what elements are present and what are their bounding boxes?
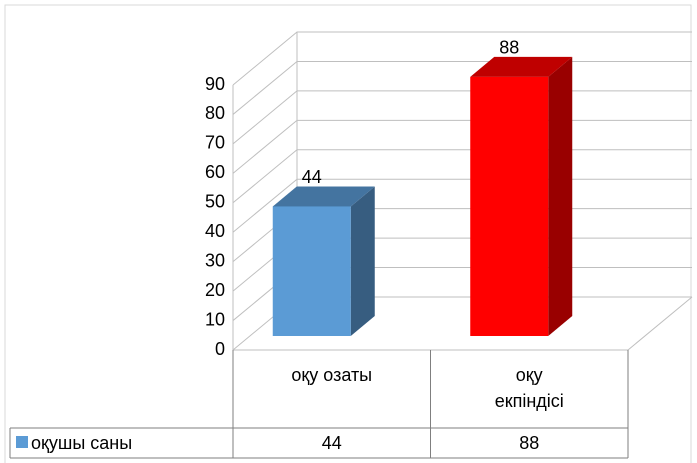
y-tick-label: 50	[205, 192, 225, 212]
y-tick-label: 0	[215, 339, 225, 359]
y-tick-label: 90	[205, 74, 225, 94]
x-tick-label: оқу екпіндісі	[494, 365, 564, 411]
legend-swatch	[16, 436, 28, 448]
bar-top	[272, 186, 375, 207]
category-cell: оқу озаты	[291, 365, 373, 385]
y-tick-label: 30	[205, 250, 225, 270]
bar	[272, 206, 351, 336]
bar	[470, 76, 549, 336]
table-value: 44	[322, 433, 342, 453]
y-tick-label: 20	[205, 280, 225, 300]
bar-top	[470, 56, 573, 77]
y-tick-label: 10	[205, 309, 225, 329]
category-cell: оқу екпіндісі	[494, 365, 564, 411]
y-tick-label: 70	[205, 133, 225, 153]
bar-side	[350, 186, 375, 336]
legend-label: оқушы саны	[31, 433, 132, 453]
y-tick-label: 40	[205, 221, 225, 241]
data-label: 44	[302, 167, 322, 187]
bar-side	[548, 56, 573, 337]
table-value: 88	[519, 433, 539, 453]
y-tick-label: 60	[205, 162, 225, 182]
x-tick-label: оқу озаты	[291, 365, 373, 385]
y-tick-label: 80	[205, 103, 225, 123]
data-label: 88	[499, 38, 519, 58]
